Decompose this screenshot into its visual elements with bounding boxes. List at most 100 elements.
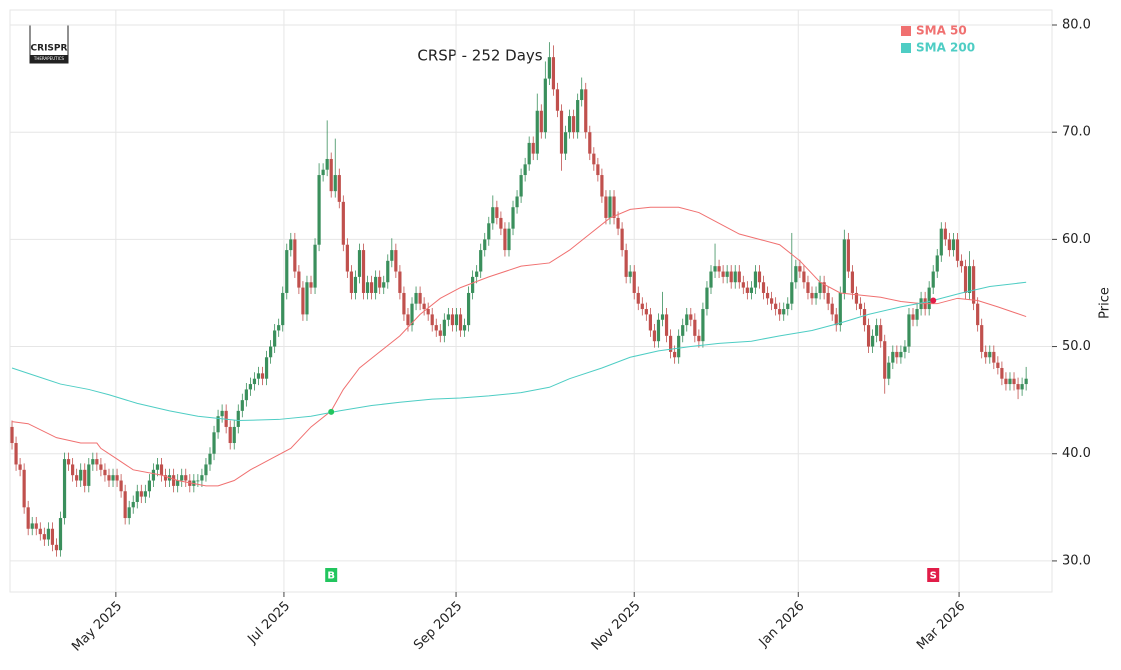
candle-body [632,271,636,293]
candle-body [802,271,806,283]
candle-body [976,303,980,326]
candle-body [984,351,988,358]
y-tick-label: 80.0 [1062,18,1091,33]
candle-body [765,292,770,299]
candle-body [277,325,281,331]
candle-body [410,303,414,326]
candle-body [281,292,285,326]
candle-body [903,346,907,352]
candle-body [539,110,543,133]
candle-body [240,400,244,411]
candle-body [850,271,855,293]
candle-body [208,453,212,465]
candle-body [911,314,915,320]
candle-body [285,250,289,293]
plot-frame [9,9,1053,593]
candle-body [414,292,418,304]
candle-body [664,314,669,336]
candle-body [99,464,103,470]
candle-body [895,351,899,358]
candle-body [466,292,471,326]
candle-body [22,469,26,508]
candle-body [475,271,479,277]
candle-body [345,244,349,272]
x-tick-label: Sep 2025 [411,599,465,653]
candle-body [479,250,483,272]
signal-label: S [930,571,937,582]
candle-body [612,196,616,218]
candle-body [798,266,802,272]
candle-body [176,480,180,486]
candle-body [774,303,778,310]
candle-body [430,314,434,326]
candle-body [786,303,790,310]
candle-body [353,276,358,293]
y-tick-label: 30.0 [1062,553,1091,568]
candle-body [535,110,539,154]
candle-body [705,287,709,310]
candle-body [139,491,143,497]
candle-body [406,314,410,326]
candle-body [374,276,378,293]
candle-body [875,325,879,336]
candle-body [370,282,374,293]
candle-body [503,228,507,251]
candle-body [1008,378,1012,385]
candle-body [709,271,713,288]
legend-swatch [901,26,911,36]
candle-body [313,244,317,288]
candle-body [329,158,333,192]
candle-body [115,475,119,481]
candle-body [454,314,459,326]
candle-body [438,330,442,336]
candle-body [147,480,151,492]
candle-body [204,464,208,476]
candle-body [770,298,774,304]
candle-body [693,319,697,336]
candle-body [123,491,127,519]
candle-body [325,158,329,170]
candle-body [701,309,705,342]
candle-body [887,362,891,379]
candle-body [628,271,632,277]
candle-body [131,501,135,508]
candle-body [846,239,850,272]
candle-body [159,464,164,476]
logo-text: CRISPR [31,44,68,54]
candle-body [891,351,895,363]
candle-body [725,271,729,277]
candle-body [196,480,200,482]
candle-body [95,459,99,465]
candle-body [883,341,887,379]
candle-body [337,175,341,202]
candle-body [527,142,531,165]
logo-subtext: THERAPEUTICS [33,56,65,61]
candle-body [155,464,160,470]
candle-body [935,255,939,272]
candle-body [814,292,818,299]
candle-body [717,266,721,272]
candle-body [608,196,612,218]
y-tick-label: 50.0 [1062,339,1091,354]
candle-body [87,464,91,486]
candle-body [180,475,184,481]
signal-label: B [327,571,335,582]
candle-body [943,228,947,240]
y-tick-label: 70.0 [1062,125,1091,140]
candle-body [46,528,50,540]
x-tick-label: May 2025 [69,599,125,655]
candle-body [955,239,960,261]
candle-body [398,271,402,293]
candle-body [519,175,523,197]
candle-body [931,271,935,288]
candle-body [992,351,996,363]
candle-body [386,260,390,283]
candle-body [592,153,596,165]
candle-body [685,314,689,326]
candle-body [305,282,309,315]
candle-body [119,480,123,492]
candle-body [915,309,919,320]
candle-body [248,384,252,390]
legend-label: SMA 200 [916,41,975,55]
